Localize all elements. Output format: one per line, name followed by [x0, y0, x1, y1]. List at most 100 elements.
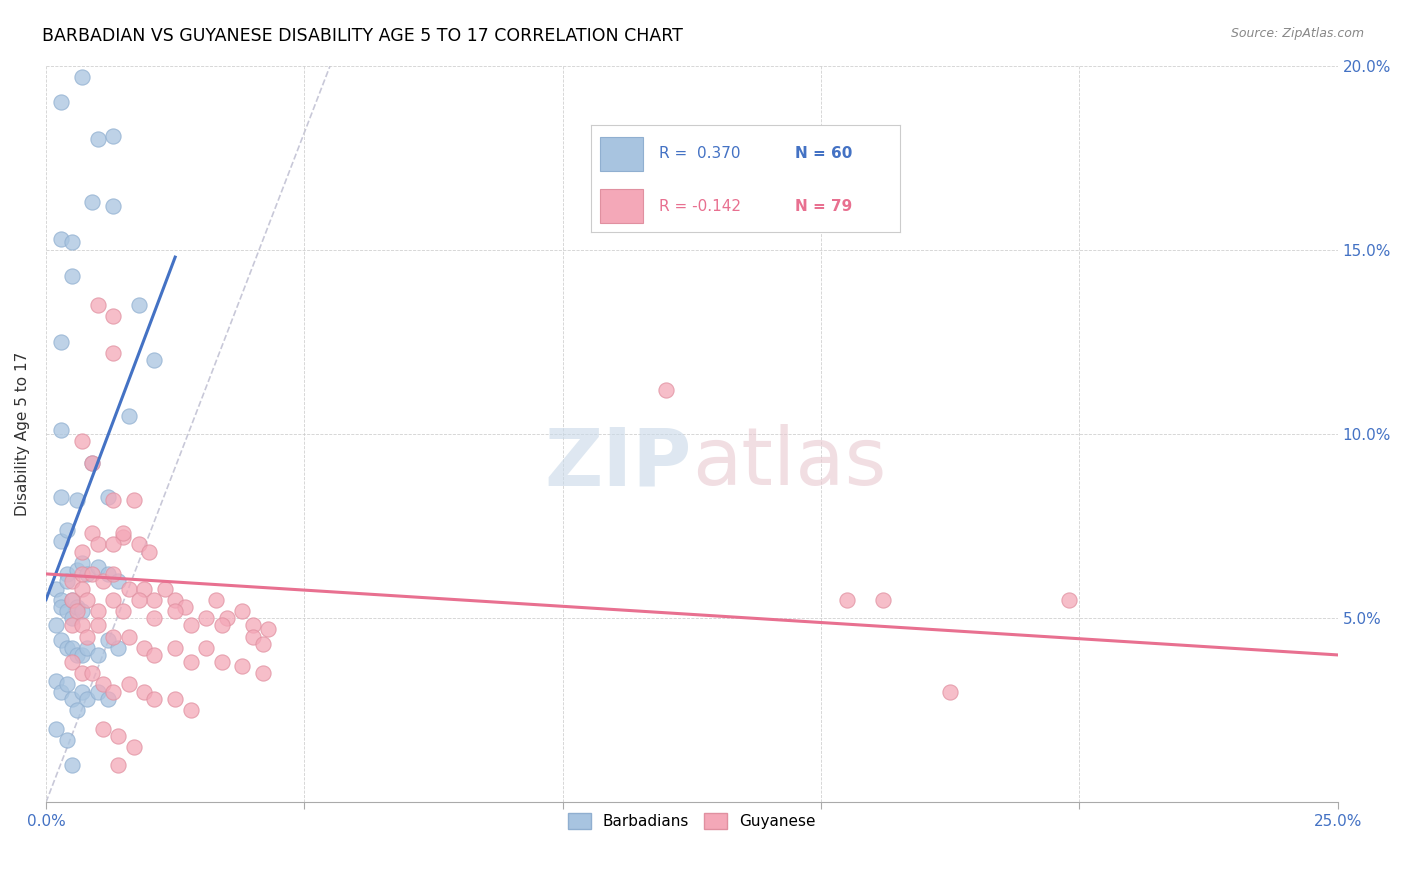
Point — [122, 493, 145, 508]
Point — [143, 648, 166, 662]
Point — [70, 666, 93, 681]
Point — [70, 556, 93, 570]
Point — [107, 574, 129, 589]
Point — [122, 739, 145, 754]
Point — [66, 493, 89, 508]
Point — [55, 523, 77, 537]
Point — [55, 732, 77, 747]
Point — [215, 611, 238, 625]
Point — [112, 526, 135, 541]
Point — [257, 622, 280, 636]
Point — [82, 457, 104, 471]
Point — [51, 95, 73, 110]
Point — [86, 648, 108, 662]
Point — [51, 533, 73, 548]
Point — [70, 604, 93, 618]
Point — [101, 566, 124, 581]
Point — [655, 383, 678, 397]
Point — [835, 592, 858, 607]
Point — [51, 232, 73, 246]
Point — [112, 604, 135, 618]
Y-axis label: Disability Age 5 to 17: Disability Age 5 to 17 — [15, 351, 30, 516]
Point — [55, 566, 77, 581]
Point — [97, 490, 120, 504]
Point — [180, 618, 202, 632]
Point — [86, 618, 108, 632]
Point — [66, 703, 89, 717]
Text: ZIP: ZIP — [544, 425, 692, 502]
Point — [60, 574, 83, 589]
Point — [107, 640, 129, 655]
Point — [872, 592, 894, 607]
Point — [60, 268, 83, 283]
Point — [51, 633, 73, 648]
Point — [45, 582, 67, 596]
Point — [180, 703, 202, 717]
Text: BARBADIAN VS GUYANESE DISABILITY AGE 5 TO 17 CORRELATION CHART: BARBADIAN VS GUYANESE DISABILITY AGE 5 T… — [42, 27, 683, 45]
Point — [51, 600, 73, 615]
Point — [45, 673, 67, 688]
Point — [101, 309, 124, 323]
Point — [70, 70, 93, 84]
Point — [66, 563, 89, 577]
Point — [134, 640, 156, 655]
Point — [45, 618, 67, 632]
Point — [76, 692, 98, 706]
Point — [70, 648, 93, 662]
Point — [939, 685, 962, 699]
Point — [60, 758, 83, 772]
Point — [70, 566, 93, 581]
Point — [112, 530, 135, 544]
Point — [134, 582, 156, 596]
Point — [91, 677, 114, 691]
Point — [86, 298, 108, 312]
Point — [45, 722, 67, 736]
Point — [117, 677, 139, 691]
Point — [66, 648, 89, 662]
Legend: Barbadians, Guyanese: Barbadians, Guyanese — [561, 807, 823, 835]
Point — [82, 566, 104, 581]
Point — [66, 604, 89, 618]
Point — [70, 618, 93, 632]
Point — [70, 582, 93, 596]
Point — [86, 559, 108, 574]
Text: R = -0.142: R = -0.142 — [658, 199, 741, 214]
Point — [55, 604, 77, 618]
Point — [117, 409, 139, 423]
Text: N = 60: N = 60 — [794, 146, 852, 161]
Point — [60, 235, 83, 250]
Point — [205, 592, 228, 607]
Point — [66, 600, 89, 615]
Point — [51, 490, 73, 504]
Point — [231, 604, 253, 618]
Point — [128, 592, 150, 607]
Point — [97, 566, 120, 581]
Point — [195, 611, 218, 625]
Point — [165, 604, 187, 618]
Point — [51, 334, 73, 349]
Point — [107, 758, 129, 772]
Point — [97, 633, 120, 648]
Point — [143, 692, 166, 706]
Point — [76, 630, 98, 644]
Point — [153, 582, 176, 596]
Point — [70, 545, 93, 559]
Point — [60, 618, 83, 632]
Point — [97, 692, 120, 706]
Point — [82, 194, 104, 209]
Point — [101, 685, 124, 699]
Point — [195, 640, 218, 655]
Point — [51, 592, 73, 607]
Point — [242, 630, 264, 644]
Point — [60, 611, 83, 625]
Point — [101, 198, 124, 212]
Point — [138, 545, 160, 559]
Point — [101, 537, 124, 551]
Point — [76, 640, 98, 655]
Text: Source: ZipAtlas.com: Source: ZipAtlas.com — [1230, 27, 1364, 40]
Point — [51, 685, 73, 699]
Point — [101, 346, 124, 360]
Point — [91, 722, 114, 736]
Point — [107, 729, 129, 743]
Point — [70, 685, 93, 699]
